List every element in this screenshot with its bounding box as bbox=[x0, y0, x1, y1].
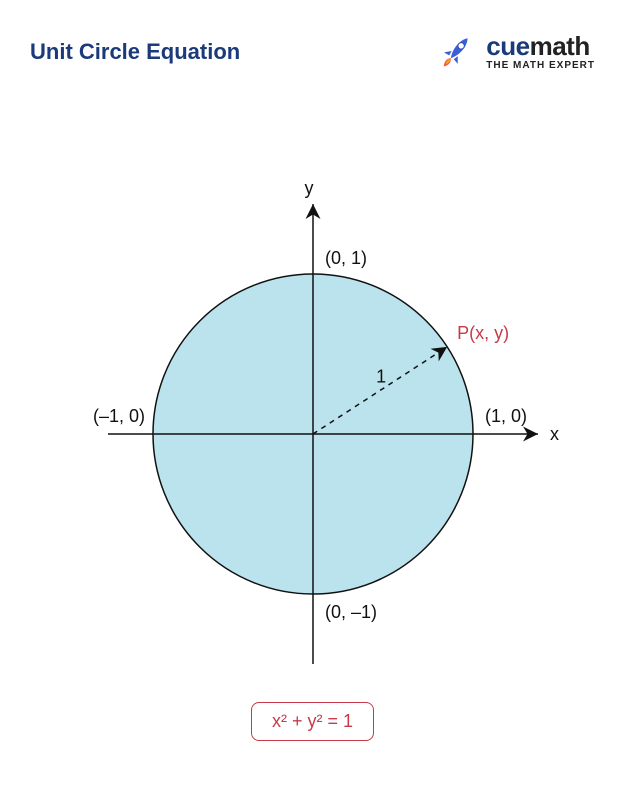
unit-circle-diagram: x y 1 P(x, y) (0, 1) (1, 0) (0, –1) (–1, 0) bbox=[53, 144, 573, 684]
svg-text:P(x, y): P(x, y) bbox=[457, 323, 509, 343]
diagram-container: x y 1 P(x, y) (0, 1) (1, 0) (0, –1) (–1, 0) bbox=[0, 144, 625, 684]
brand-text: cuemath THE MATH EXPERT bbox=[486, 33, 595, 71]
rocket-icon bbox=[434, 30, 478, 74]
brand-tagline: THE MATH EXPERT bbox=[486, 61, 595, 71]
header: Unit Circle Equation cuemath THE MATH EX… bbox=[0, 0, 625, 84]
svg-text:(1, 0): (1, 0) bbox=[485, 406, 527, 426]
brand-logo: cuemath THE MATH EXPERT bbox=[434, 30, 595, 74]
svg-text:y: y bbox=[304, 178, 313, 198]
equation-box: x² + y² = 1 bbox=[251, 702, 374, 741]
brand-cue: cue bbox=[486, 31, 529, 61]
brand-name: cuemath bbox=[486, 33, 595, 59]
svg-text:(0, –1): (0, –1) bbox=[325, 602, 377, 622]
svg-text:x: x bbox=[550, 424, 559, 444]
brand-math: math bbox=[530, 31, 590, 61]
svg-text:1: 1 bbox=[376, 366, 386, 386]
page-title: Unit Circle Equation bbox=[30, 39, 240, 65]
svg-text:(–1, 0): (–1, 0) bbox=[92, 406, 144, 426]
svg-text:(0, 1): (0, 1) bbox=[325, 248, 367, 268]
